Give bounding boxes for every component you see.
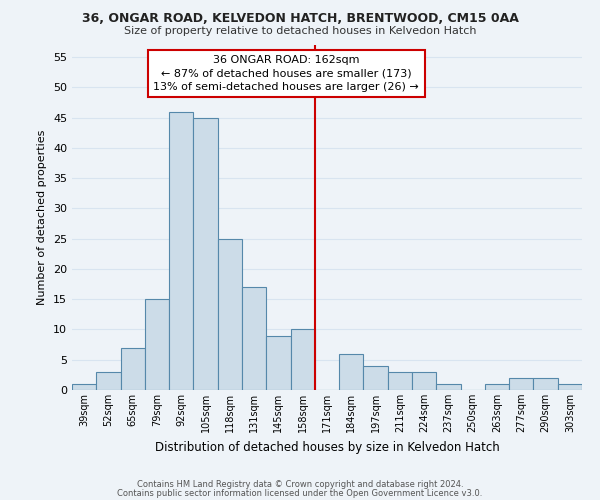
- Bar: [485, 384, 509, 390]
- Bar: [145, 299, 169, 390]
- Bar: [121, 348, 145, 390]
- Bar: [533, 378, 558, 390]
- Bar: [558, 384, 582, 390]
- Bar: [193, 118, 218, 390]
- Bar: [436, 384, 461, 390]
- Text: 36, ONGAR ROAD, KELVEDON HATCH, BRENTWOOD, CM15 0AA: 36, ONGAR ROAD, KELVEDON HATCH, BRENTWOO…: [82, 12, 518, 26]
- Bar: [364, 366, 388, 390]
- Bar: [218, 238, 242, 390]
- Bar: [266, 336, 290, 390]
- Bar: [290, 330, 315, 390]
- Bar: [242, 287, 266, 390]
- Bar: [412, 372, 436, 390]
- Text: Contains public sector information licensed under the Open Government Licence v3: Contains public sector information licen…: [118, 488, 482, 498]
- Bar: [96, 372, 121, 390]
- Text: Contains HM Land Registry data © Crown copyright and database right 2024.: Contains HM Land Registry data © Crown c…: [137, 480, 463, 489]
- Text: 36 ONGAR ROAD: 162sqm
← 87% of detached houses are smaller (173)
13% of semi-det: 36 ONGAR ROAD: 162sqm ← 87% of detached …: [154, 56, 419, 92]
- Bar: [169, 112, 193, 390]
- X-axis label: Distribution of detached houses by size in Kelvedon Hatch: Distribution of detached houses by size …: [155, 440, 499, 454]
- Bar: [72, 384, 96, 390]
- Bar: [388, 372, 412, 390]
- Bar: [509, 378, 533, 390]
- Text: Size of property relative to detached houses in Kelvedon Hatch: Size of property relative to detached ho…: [124, 26, 476, 36]
- Bar: [339, 354, 364, 390]
- Y-axis label: Number of detached properties: Number of detached properties: [37, 130, 47, 305]
